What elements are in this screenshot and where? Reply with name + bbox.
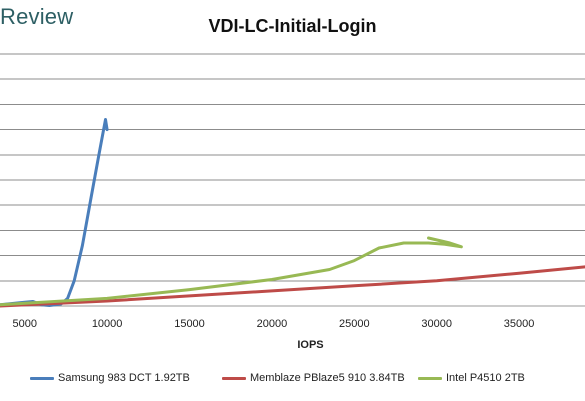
series-line-2 — [0, 265, 585, 308]
series-line-1 — [0, 118, 109, 307]
legend-item: Samsung 983 DCT 1.92TB — [30, 372, 190, 384]
legend-label: Intel P4510 2TB — [446, 372, 525, 384]
x-tick-label: 10000 — [92, 318, 123, 330]
chart-title: VDI-LC-Initial-Login — [208, 16, 377, 36]
x-tick-label: 25000 — [339, 318, 370, 330]
x-axis-title: IOPS — [297, 339, 323, 351]
x-tick-label: 15000 — [174, 318, 205, 330]
series-line-3 — [0, 236, 463, 307]
x-tick-label: 5000 — [12, 318, 36, 330]
gridlines — [0, 53, 585, 307]
brand-logo: Review — [0, 4, 74, 29]
legend-swatch — [418, 376, 442, 380]
chart-legend: Samsung 983 DCT 1.92TB Memblaze PBlaze5 9… — [0, 372, 585, 390]
legend-swatch — [222, 376, 246, 380]
x-tick-label: 30000 — [421, 318, 452, 330]
legend-item: Memblaze PBlaze5 910 3.84TB — [222, 372, 405, 384]
legend-item: Intel P4510 2TB — [418, 372, 525, 384]
legend-label: Samsung 983 DCT 1.92TB — [58, 372, 190, 384]
x-tick-label: 35000 — [504, 318, 535, 330]
x-tick-labels: 5000 10000 15000 20000 25000 30000 35000 — [12, 318, 534, 330]
series-lines — [0, 118, 585, 308]
legend-swatch — [30, 376, 54, 380]
legend-label: Memblaze PBlaze5 910 3.84TB — [250, 372, 405, 384]
x-tick-label: 20000 — [257, 318, 288, 330]
